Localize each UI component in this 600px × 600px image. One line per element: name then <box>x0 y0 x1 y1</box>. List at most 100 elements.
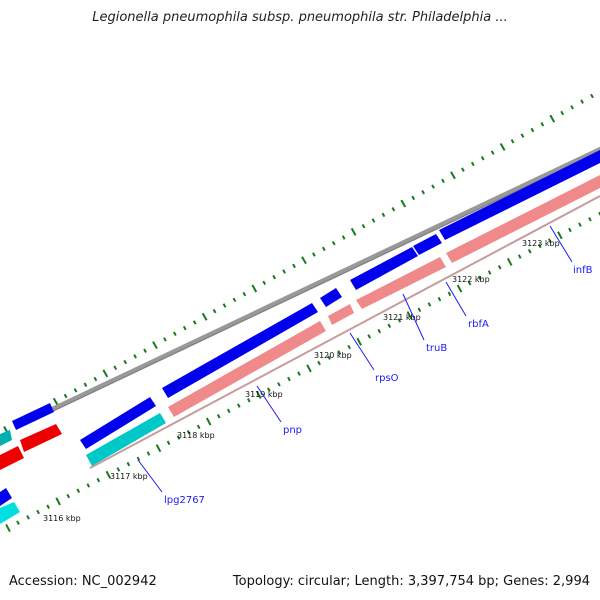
minor-tick <box>176 435 181 440</box>
forward-feature <box>0 488 12 506</box>
minor-tick <box>580 99 584 104</box>
minor-tick <box>212 308 217 314</box>
minor-tick <box>341 235 346 240</box>
minor-tick <box>497 264 502 270</box>
minor-tick <box>568 227 572 233</box>
major-tick <box>450 171 456 180</box>
minor-tick <box>461 167 465 172</box>
major-tick <box>105 470 112 479</box>
minor-tick <box>441 178 445 184</box>
map-title: Legionella pneumophila subsp. pneumophil… <box>92 10 508 25</box>
minor-tick <box>63 393 68 399</box>
minor-tick <box>232 297 237 303</box>
major-tick <box>5 523 11 533</box>
minor-tick <box>46 504 50 509</box>
forward-feature <box>12 403 54 430</box>
minor-tick <box>136 456 141 462</box>
kbp-label: 3121 kbp <box>383 313 421 322</box>
major-tick <box>499 142 506 151</box>
gene-label: rpsO <box>375 373 399 384</box>
minor-tick <box>133 354 137 359</box>
minor-tick <box>93 376 98 382</box>
gene-label: pnp <box>283 425 302 436</box>
minor-tick <box>163 337 167 342</box>
kbp-label: 3122 kbp <box>452 275 490 284</box>
forward-feature <box>350 247 418 290</box>
minor-tick <box>487 270 492 275</box>
major-tick <box>306 364 312 373</box>
minor-tick <box>397 318 402 323</box>
genome-backbone <box>28 146 600 423</box>
minor-tick <box>96 477 101 483</box>
major-tick <box>350 227 357 236</box>
minor-tick <box>236 403 241 408</box>
major-tick <box>102 369 109 378</box>
minor-tick <box>411 195 416 201</box>
minor-tick <box>312 252 316 257</box>
minor-tick <box>186 429 191 435</box>
forward-feature <box>413 234 442 255</box>
minor-tick <box>292 263 296 269</box>
reverse-feature-red <box>0 446 24 470</box>
gene-leader-lines <box>137 225 573 493</box>
kbp-label: 3116 kbp <box>43 514 81 523</box>
minor-tick <box>347 344 351 350</box>
outer-tick-ring <box>3 93 594 434</box>
minor-tick <box>123 359 128 365</box>
minor-tick <box>321 246 326 252</box>
minor-tick <box>36 509 40 515</box>
major-tick <box>52 397 59 406</box>
minor-tick <box>530 127 535 133</box>
minor-tick <box>146 451 151 456</box>
minor-tick <box>267 387 271 392</box>
minor-tick <box>86 483 91 488</box>
major-tick <box>506 257 513 266</box>
minor-tick <box>272 274 277 280</box>
major-tick <box>55 497 61 506</box>
reverse-feature-pink <box>328 304 354 325</box>
accession-text: Accession: NC_002942 <box>9 574 157 589</box>
minor-tick <box>242 291 247 297</box>
minor-tick <box>331 240 336 246</box>
minor-tick <box>517 254 522 259</box>
minor-tick <box>361 223 366 229</box>
minor-tick <box>371 218 376 223</box>
minor-tick <box>216 414 221 419</box>
minor-tick <box>226 408 231 414</box>
gene-label: lpg2767 <box>164 495 205 506</box>
minor-tick <box>116 467 121 472</box>
major-tick <box>356 337 362 346</box>
major-tick <box>256 390 262 399</box>
minor-tick <box>287 376 291 382</box>
minor-tick <box>548 238 552 243</box>
minor-tick <box>510 139 515 144</box>
major-tick <box>456 284 463 293</box>
minor-tick <box>66 493 71 499</box>
major-tick <box>549 114 556 123</box>
minor-tick <box>16 520 20 525</box>
minor-tick <box>467 280 472 286</box>
minor-tick <box>437 296 442 302</box>
reverse-strand-features <box>0 175 600 524</box>
minor-tick <box>166 440 171 446</box>
minor-tick <box>598 211 600 217</box>
gene-label: infB <box>573 265 593 276</box>
forward-feature <box>162 303 318 398</box>
forward-feature <box>320 288 342 307</box>
minor-tick <box>172 331 177 336</box>
minor-tick <box>83 382 88 387</box>
minor-tick <box>222 303 227 308</box>
minor-tick <box>387 323 392 328</box>
minor-tick <box>560 110 565 116</box>
major-tick <box>152 341 158 350</box>
topology-text: Topology: circular; Length: 3,397,754 bp… <box>232 574 590 589</box>
inner-tick-ring <box>5 211 600 533</box>
minor-tick <box>421 190 426 195</box>
minor-tick <box>431 184 435 189</box>
major-tick <box>155 444 162 453</box>
reverse-feature-pink <box>446 175 600 263</box>
minor-tick <box>76 488 81 493</box>
minor-tick <box>527 249 532 254</box>
kbp-label: 3120 kbp <box>314 351 352 360</box>
reverse-feature-pink <box>356 257 446 309</box>
